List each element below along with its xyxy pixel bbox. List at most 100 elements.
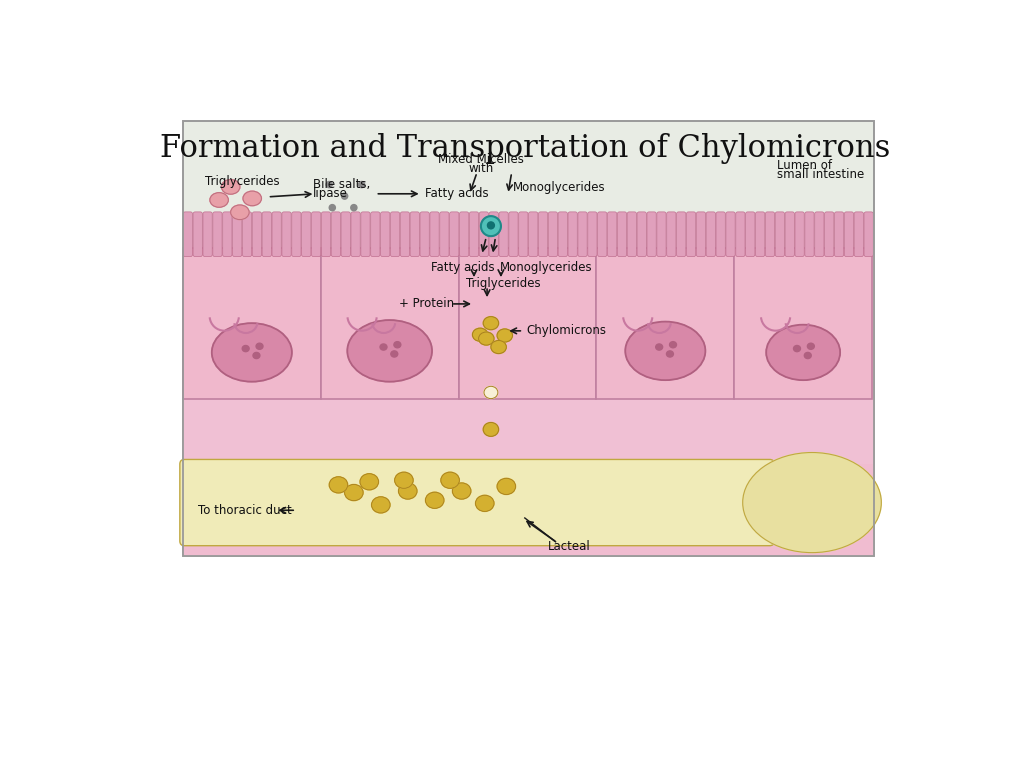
Ellipse shape — [804, 353, 811, 359]
FancyBboxPatch shape — [598, 212, 607, 257]
FancyBboxPatch shape — [696, 212, 706, 257]
FancyBboxPatch shape — [180, 459, 774, 546]
FancyBboxPatch shape — [262, 212, 271, 257]
Bar — [183, 249, 873, 399]
Ellipse shape — [481, 216, 501, 236]
FancyBboxPatch shape — [439, 212, 449, 257]
FancyBboxPatch shape — [509, 212, 518, 257]
FancyBboxPatch shape — [578, 212, 587, 257]
Text: Monoglycerides: Monoglycerides — [500, 261, 593, 274]
Text: Mixed Micelles: Mixed Micelles — [438, 154, 524, 167]
FancyBboxPatch shape — [430, 212, 439, 257]
Bar — [183, 464, 873, 557]
FancyBboxPatch shape — [785, 212, 795, 257]
Ellipse shape — [351, 204, 357, 210]
Bar — [183, 399, 873, 464]
Ellipse shape — [794, 346, 801, 352]
FancyBboxPatch shape — [677, 212, 686, 257]
FancyBboxPatch shape — [805, 212, 814, 257]
FancyBboxPatch shape — [252, 212, 261, 257]
FancyBboxPatch shape — [835, 212, 844, 257]
FancyBboxPatch shape — [716, 212, 725, 257]
FancyBboxPatch shape — [341, 212, 350, 257]
FancyBboxPatch shape — [864, 212, 873, 257]
FancyBboxPatch shape — [411, 212, 420, 257]
FancyBboxPatch shape — [667, 212, 676, 257]
Ellipse shape — [441, 472, 460, 488]
FancyBboxPatch shape — [360, 212, 370, 257]
Ellipse shape — [453, 483, 471, 499]
Ellipse shape — [326, 181, 333, 187]
Ellipse shape — [372, 497, 390, 513]
Text: Triglycerides: Triglycerides — [466, 277, 540, 290]
Text: Bile salts,: Bile salts, — [313, 178, 371, 191]
Bar — [459, 249, 596, 399]
FancyBboxPatch shape — [765, 212, 774, 257]
Ellipse shape — [475, 495, 494, 511]
FancyBboxPatch shape — [183, 212, 193, 257]
FancyBboxPatch shape — [489, 212, 499, 257]
Ellipse shape — [766, 325, 840, 380]
Ellipse shape — [253, 353, 260, 359]
FancyBboxPatch shape — [647, 212, 656, 257]
Text: lipase: lipase — [313, 187, 348, 200]
Bar — [734, 249, 872, 399]
Text: Fatty acids: Fatty acids — [425, 187, 488, 200]
FancyBboxPatch shape — [539, 212, 548, 257]
FancyBboxPatch shape — [637, 212, 646, 257]
FancyBboxPatch shape — [558, 212, 567, 257]
FancyBboxPatch shape — [726, 212, 735, 257]
FancyBboxPatch shape — [282, 212, 291, 257]
FancyBboxPatch shape — [272, 212, 282, 257]
Bar — [596, 249, 734, 399]
Ellipse shape — [345, 485, 364, 501]
FancyBboxPatch shape — [232, 212, 242, 257]
Bar — [321, 249, 459, 399]
Text: with: with — [468, 162, 494, 175]
FancyBboxPatch shape — [519, 212, 528, 257]
Text: Lumen of: Lumen of — [777, 159, 833, 172]
Ellipse shape — [667, 351, 674, 357]
Text: Triglycerides: Triglycerides — [205, 175, 280, 188]
FancyBboxPatch shape — [400, 212, 410, 257]
FancyBboxPatch shape — [381, 212, 390, 257]
Ellipse shape — [243, 346, 249, 352]
Ellipse shape — [391, 351, 397, 357]
Ellipse shape — [487, 222, 495, 229]
FancyBboxPatch shape — [302, 212, 311, 257]
Ellipse shape — [472, 328, 487, 341]
Ellipse shape — [742, 452, 882, 553]
FancyBboxPatch shape — [845, 212, 854, 257]
Ellipse shape — [347, 320, 432, 382]
FancyBboxPatch shape — [815, 212, 824, 257]
Text: Chylomicrons: Chylomicrons — [526, 324, 606, 337]
FancyBboxPatch shape — [628, 212, 637, 257]
FancyBboxPatch shape — [548, 212, 557, 257]
Ellipse shape — [398, 483, 417, 499]
Ellipse shape — [394, 342, 400, 348]
Ellipse shape — [626, 322, 706, 380]
Ellipse shape — [342, 193, 348, 199]
Ellipse shape — [478, 332, 494, 345]
Ellipse shape — [807, 343, 814, 349]
FancyBboxPatch shape — [656, 212, 666, 257]
Ellipse shape — [230, 205, 249, 220]
FancyBboxPatch shape — [469, 212, 478, 257]
Ellipse shape — [483, 422, 499, 436]
Bar — [183, 121, 873, 557]
FancyBboxPatch shape — [322, 212, 331, 257]
FancyBboxPatch shape — [607, 212, 616, 257]
Ellipse shape — [330, 477, 348, 493]
FancyBboxPatch shape — [528, 212, 538, 257]
Text: Formation and Transportation of Chylomicrons: Formation and Transportation of Chylomic… — [160, 133, 890, 164]
Ellipse shape — [243, 191, 261, 206]
Ellipse shape — [655, 344, 663, 350]
FancyBboxPatch shape — [707, 212, 716, 257]
Text: To thoracic duct: To thoracic duct — [199, 504, 292, 517]
FancyBboxPatch shape — [736, 212, 745, 257]
Ellipse shape — [221, 180, 240, 194]
Ellipse shape — [425, 492, 444, 508]
Ellipse shape — [497, 478, 515, 495]
FancyBboxPatch shape — [588, 212, 597, 257]
Text: + Protein: + Protein — [398, 297, 454, 310]
